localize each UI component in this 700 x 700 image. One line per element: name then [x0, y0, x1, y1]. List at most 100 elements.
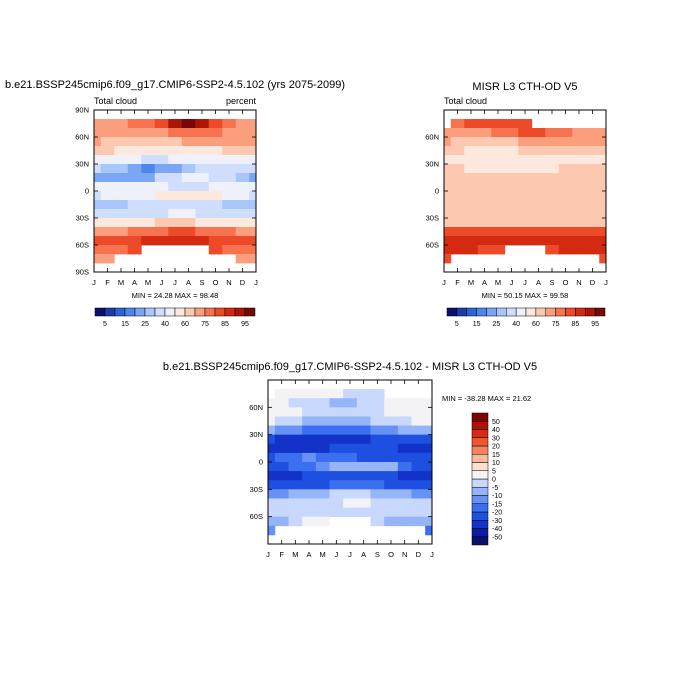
- heatmap-cell: [558, 218, 573, 228]
- heatmap-cell: [315, 398, 330, 408]
- heatmap-cell: [450, 191, 465, 201]
- colorbar-label: -5: [492, 485, 498, 492]
- heatmap-cell: [235, 209, 250, 219]
- heatmap-cell: [425, 425, 433, 436]
- heatmap-cell: [444, 200, 452, 210]
- heatmap-cell: [195, 218, 210, 228]
- heatmap-cell: [518, 191, 533, 201]
- heatmap-cell: [127, 200, 142, 210]
- heatmap-cell: [343, 471, 358, 481]
- heatmap-cell: [477, 146, 492, 156]
- heatmap-cell: [356, 416, 371, 426]
- heatmap-cell: [411, 452, 426, 463]
- heatmap-cell: [127, 227, 142, 237]
- heatmap-cell: [545, 146, 560, 156]
- heatmap-cell: [444, 227, 452, 237]
- heatmap-cell: [356, 480, 371, 490]
- heatmap-cell: [168, 200, 183, 210]
- heatmap-cell: [599, 137, 607, 147]
- heatmap-cell: [249, 227, 257, 237]
- colorbar-swatch: [214, 307, 226, 317]
- heatmap-cell: [477, 245, 492, 255]
- heatmap-cell: [235, 218, 250, 228]
- heatmap-cell: [343, 489, 358, 499]
- heatmap-cell: [154, 119, 169, 129]
- heatmap-cell: [477, 191, 492, 201]
- heatmap-cell: [444, 236, 452, 246]
- y-tick-label: 60N: [249, 403, 263, 412]
- heatmap-cell: [491, 227, 506, 237]
- heatmap-cell: [208, 218, 223, 228]
- heatmap-cell: [329, 480, 344, 490]
- heatmap-cell: [491, 191, 506, 201]
- heatmap-cell: [491, 155, 506, 165]
- heatmap-cell: [127, 218, 142, 228]
- heatmap-cell: [208, 119, 223, 129]
- heatmap-cell: [518, 236, 533, 246]
- heatmap-cell: [288, 507, 303, 518]
- colorbar-label: 60: [532, 321, 540, 328]
- colorbar-label: 40: [512, 321, 520, 328]
- heatmap-cell: [181, 209, 196, 219]
- heatmap-cell: [329, 425, 344, 436]
- heatmap-cell: [572, 218, 587, 228]
- x-tick-label: S: [549, 278, 554, 287]
- heatmap-cell: [504, 200, 519, 210]
- heatmap-cell: [356, 389, 371, 399]
- heatmap-cell: [450, 227, 465, 237]
- y-tick-label: 90N: [75, 106, 89, 115]
- heatmap-cell: [425, 416, 433, 426]
- heatmap-cell: [504, 128, 519, 138]
- x-tick-label: J: [523, 278, 527, 287]
- y-tick-label: 60N: [425, 133, 439, 142]
- colorbar-label: 95: [591, 321, 599, 328]
- heatmap-cell: [222, 164, 237, 174]
- x-tick-label: F: [455, 278, 460, 287]
- heatmap-cell: [249, 146, 257, 156]
- heatmap-cell: [531, 146, 546, 156]
- heatmap-cell: [168, 137, 183, 147]
- heatmap-cell: [268, 507, 276, 518]
- heatmap-cell: [464, 200, 479, 210]
- heatmap-cell: [599, 209, 607, 219]
- heatmap-cell: [168, 146, 183, 156]
- heatmap-cell: [464, 137, 479, 147]
- heatmap-cell: [329, 452, 344, 463]
- heatmap-cell: [384, 434, 399, 445]
- x-tick-label: D: [240, 278, 246, 287]
- colorbar-swatch: [575, 307, 586, 317]
- heatmap-cell: [222, 227, 237, 237]
- colorbar-swatch: [224, 307, 236, 317]
- heatmap-cell: [114, 209, 129, 219]
- heatmap-cell: [100, 200, 115, 210]
- heatmap-cell: [585, 155, 600, 165]
- heatmap-cell: [154, 182, 169, 192]
- heatmap-cell: [302, 471, 317, 481]
- heatmap-cell: [425, 462, 433, 472]
- heatmap-cell: [477, 173, 492, 183]
- heatmap-cell: [477, 236, 492, 246]
- heatmap-cell: [545, 137, 560, 147]
- heatmap-cell: [384, 471, 399, 481]
- heatmap-cell: [411, 434, 426, 445]
- heatmap-cell: [545, 191, 560, 201]
- heatmap-cell: [288, 425, 303, 436]
- colorbar-0: 5 15 25 40 60 75 85 95: [94, 307, 256, 328]
- heatmap-cell: [114, 119, 129, 129]
- colorbar-swatch: [471, 495, 489, 504]
- heatmap-cell: [222, 182, 237, 192]
- colorbar-swatch: [104, 307, 116, 317]
- heatmap-cell: [141, 236, 156, 246]
- heatmap-cell: [504, 155, 519, 165]
- heatmap-cell: [114, 236, 129, 246]
- y-tick-label: 60S: [76, 241, 89, 250]
- heatmap-cell: [154, 164, 169, 174]
- heatmap-cell: [411, 462, 426, 472]
- heatmap-cell: [208, 245, 223, 255]
- heatmap-cell: [195, 236, 210, 246]
- colorbar-label: 20: [492, 444, 500, 451]
- heatmap-cell: [425, 407, 433, 417]
- colorbar-label: 40: [161, 321, 169, 328]
- heatmap-cell: [545, 218, 560, 228]
